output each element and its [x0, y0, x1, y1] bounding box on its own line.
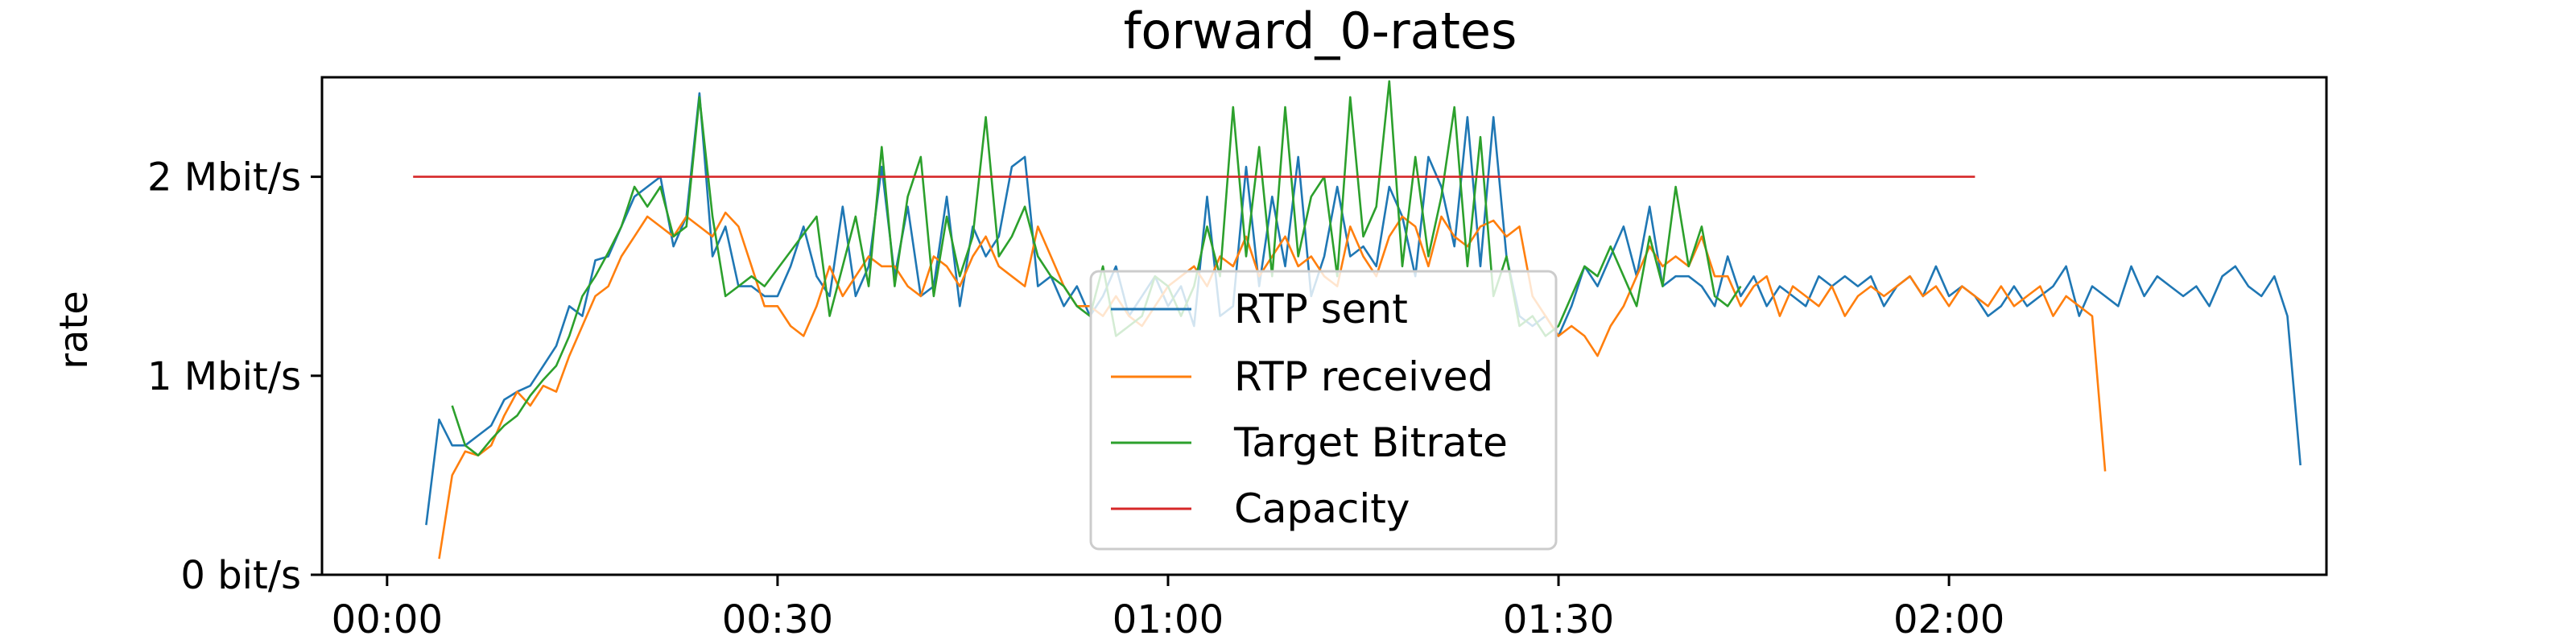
x-tick-label: 00:30: [722, 597, 833, 642]
x-tick-label: 00:00: [332, 597, 443, 642]
x-tick-label: 01:30: [1503, 597, 1614, 642]
legend-box: [1089, 270, 1558, 551]
legend-label-capacity: Capacity: [1234, 485, 1410, 532]
chart-title: forward_0-rates: [1124, 2, 1517, 60]
x-tick-label: 01:00: [1113, 597, 1224, 642]
legend-label-rtp-received: RTP received: [1234, 353, 1493, 400]
axis-ticks: 00:00 00:30 01:00 01:30 02:00 0 bit/s 1 Mbit/s…: [147, 155, 2004, 642]
plot-frame: [320, 76, 2328, 576]
legend-label-target-bitrate: Target Bitrate: [1233, 419, 1508, 466]
legend-label-rtp-sent: RTP sent: [1234, 286, 1408, 332]
y-tick-label: 2 Mbit/s: [147, 155, 301, 200]
x-tick-label: 02:00: [1893, 597, 2004, 642]
series-line-rtp-received: [438, 211, 2107, 559]
y-tick-label: 0 bit/s: [180, 553, 301, 598]
y-tick-label: 1 Mbit/s: [147, 354, 301, 399]
y-axis-label: rate: [52, 291, 97, 369]
legend: RTP sent RTP received Target Bitrate Cap…: [1089, 270, 1558, 551]
